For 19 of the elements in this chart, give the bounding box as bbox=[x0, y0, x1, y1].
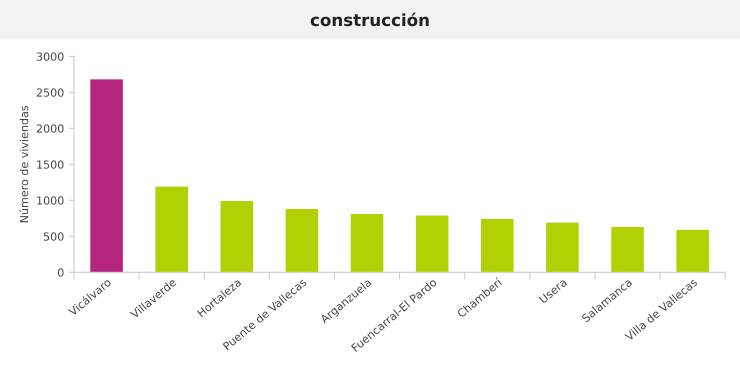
y-tick-label: 2000 bbox=[36, 124, 64, 133]
y-tick-label: 1500 bbox=[37, 160, 64, 169]
y-tick-label: 3000 bbox=[36, 52, 64, 61]
y-tick-label: 500 bbox=[44, 232, 64, 241]
bar bbox=[90, 79, 123, 272]
bar bbox=[416, 215, 448, 272]
bar bbox=[611, 226, 644, 272]
y-axis-title: Número de viviendas bbox=[19, 106, 28, 222]
y-tick-label: 1000 bbox=[37, 196, 64, 205]
bar bbox=[286, 208, 318, 272]
y-tick-label: 2500 bbox=[36, 88, 64, 97]
bar bbox=[546, 222, 579, 272]
bar bbox=[676, 230, 709, 272]
chart-title: construcción bbox=[310, 12, 429, 26]
bar bbox=[155, 186, 188, 272]
bar bbox=[220, 201, 254, 272]
bar bbox=[481, 219, 514, 272]
bar bbox=[350, 214, 384, 272]
y-tick-label: 0 bbox=[58, 268, 64, 277]
